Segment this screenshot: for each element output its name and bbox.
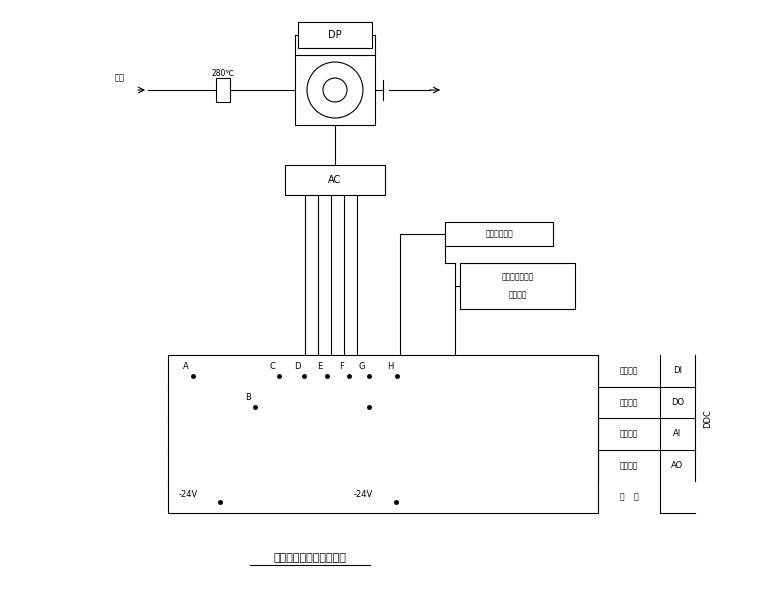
Text: AC: AC (328, 175, 342, 185)
Text: DO: DO (671, 398, 684, 407)
Text: DI: DI (673, 366, 682, 375)
Text: 消防排烟风机自控原理图: 消防排烟风机自控原理图 (274, 553, 347, 563)
Text: DP: DP (328, 30, 342, 40)
Text: E: E (318, 362, 323, 371)
Text: 电动调节阀口: 电动调节阀口 (485, 229, 513, 239)
Text: 模拟输出: 模拟输出 (619, 461, 638, 470)
Text: 排烟: 排烟 (115, 73, 125, 83)
Text: 电    源: 电 源 (619, 493, 638, 502)
Text: -24V: -24V (353, 489, 372, 499)
Bar (460, 263, 575, 309)
Bar (285, 165, 385, 195)
Text: D: D (294, 362, 300, 371)
Text: B: B (245, 393, 251, 402)
Text: 280℃: 280℃ (211, 69, 235, 77)
Bar (295, 55, 375, 125)
Bar (216, 78, 230, 102)
Bar (298, 22, 372, 48)
Text: 消防火灾控制室: 消防火灾控制室 (502, 272, 534, 281)
Bar (445, 222, 553, 246)
Bar (168, 355, 598, 513)
Text: F: F (340, 362, 344, 371)
Text: A: A (183, 362, 189, 371)
Text: 数字输入: 数字输入 (619, 366, 638, 375)
Text: 火灾信号: 火灾信号 (508, 291, 527, 300)
Text: 模拟输入: 模拟输入 (619, 430, 638, 439)
Text: AO: AO (671, 461, 684, 470)
Text: C: C (269, 362, 275, 371)
Text: -24V: -24V (179, 489, 198, 499)
Text: 数字输出: 数字输出 (619, 398, 638, 407)
Text: G: G (359, 362, 366, 371)
Text: H: H (387, 362, 393, 371)
Text: DDC: DDC (703, 409, 712, 428)
Text: AI: AI (673, 430, 682, 439)
